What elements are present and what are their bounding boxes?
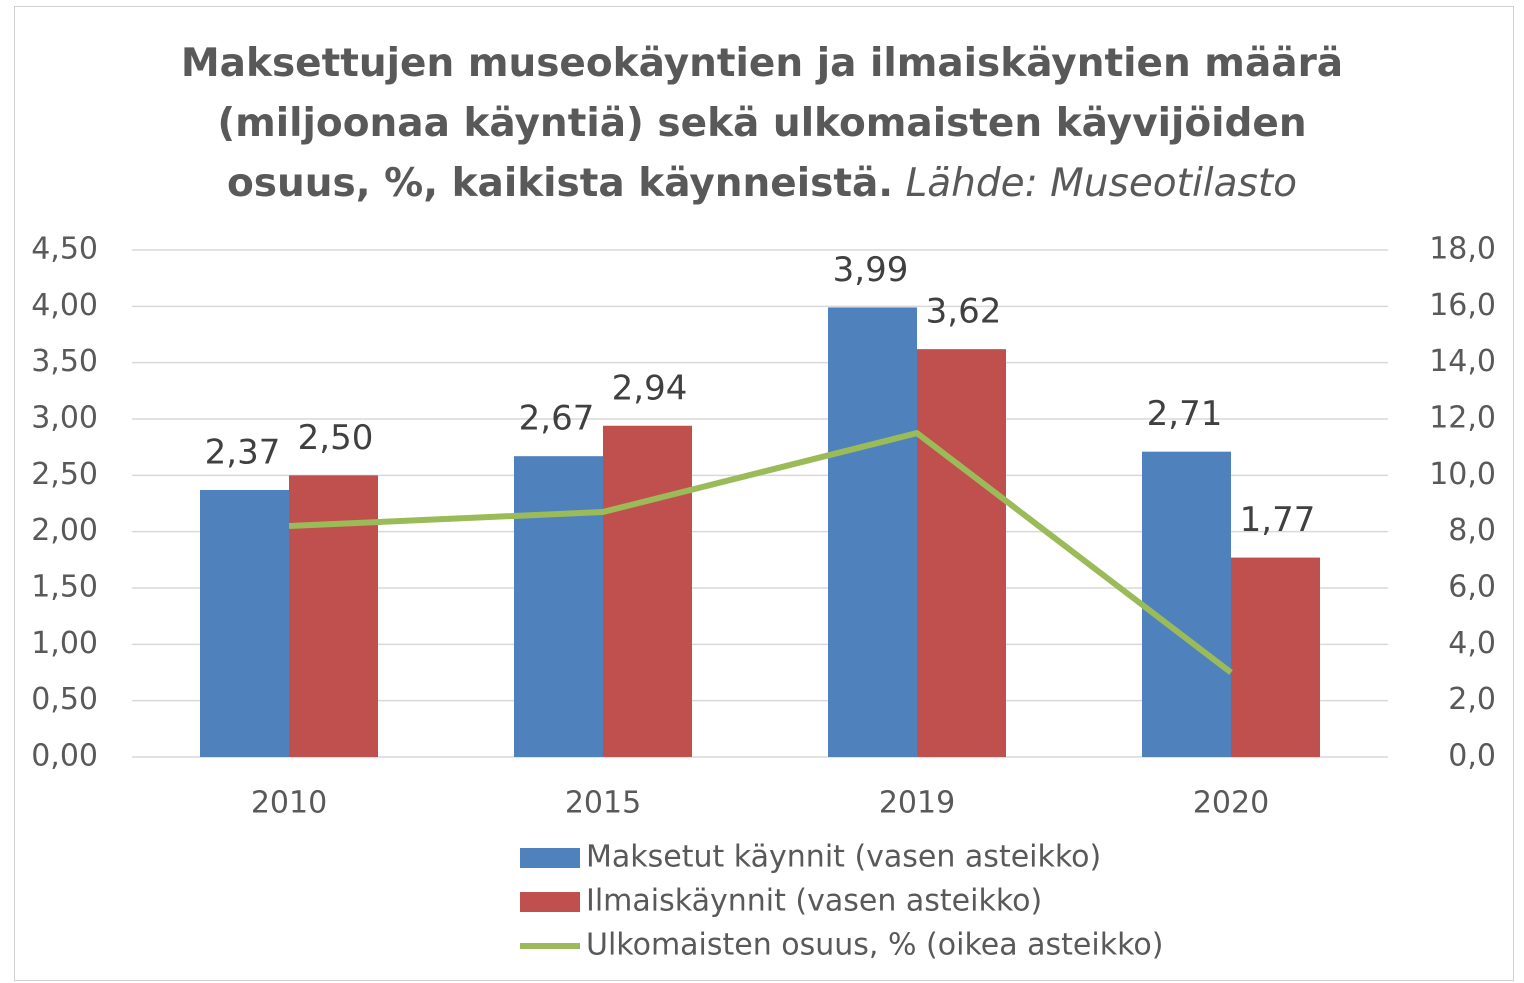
bar [200,489,289,757]
bar [1231,557,1320,757]
data-label: 2,37 [205,432,281,472]
data-label: 2,50 [298,418,374,458]
data-label: 2,94 [612,368,688,408]
line [288,430,1233,675]
y2-tick-label: 8,0 [1448,513,1496,548]
legend-label: Ilmaiskäynnit (vasen asteikko) [586,884,1042,919]
data-label: 2,67 [519,399,595,439]
y-tick-label: 2,50 [31,457,98,492]
y2-tick-label: 0,0 [1448,739,1496,774]
y2-tick-label: 4,0 [1448,626,1496,661]
y-tick-label: 4,00 [31,288,98,323]
x-tick-label: 2015 [565,786,641,821]
bar [289,475,378,757]
title-text: Maksettujen museokäyntien ja ilmaiskäynt… [180,41,1344,206]
bar [603,425,692,757]
y-tick-label: 0,50 [31,682,98,717]
legend-label: Ulkomaisten osuus, % (oikea asteikko) [586,928,1163,963]
bar [514,456,603,757]
y-tick-label: 1,50 [31,570,98,605]
y2-tick-label: 14,0 [1429,344,1496,379]
chart-frame [14,6,1514,981]
y-tick-label: 1,00 [31,626,98,661]
y2-tick-label: 2,0 [1448,682,1496,717]
y-tick-label: 0,00 [31,739,98,774]
y-tick-label: 4,50 [31,232,98,267]
y-tick-label: 2,00 [31,513,98,548]
x-tick-label: 2020 [1193,786,1269,821]
data-label: 1,77 [1240,500,1316,540]
y2-tick-label: 12,0 [1429,401,1496,436]
y-tick-label: 3,50 [31,344,98,379]
bar [917,349,1006,757]
bar [828,307,917,757]
chart-title: Maksettujen museokäyntien ja ilmaiskäynt… [172,34,1352,214]
x-tick-label: 2010 [251,786,327,821]
x-tick-label: 2019 [879,786,955,821]
y2-tick-label: 6,0 [1448,570,1496,605]
legend-swatch [520,848,580,868]
y-tick-label: 3,00 [31,401,98,436]
data-label: 3,62 [926,292,1002,332]
data-label: 3,99 [833,250,909,290]
bar [1142,451,1231,757]
y2-tick-label: 16,0 [1429,288,1496,323]
title-source: Lähde: Museotilasto [905,161,1298,206]
y2-tick-label: 10,0 [1429,457,1496,492]
data-label: 2,71 [1147,394,1223,434]
legend-swatch [520,892,580,912]
legend-label: Maksetut käynnit (vasen asteikko) [586,840,1101,875]
y2-tick-label: 18,0 [1429,232,1496,267]
